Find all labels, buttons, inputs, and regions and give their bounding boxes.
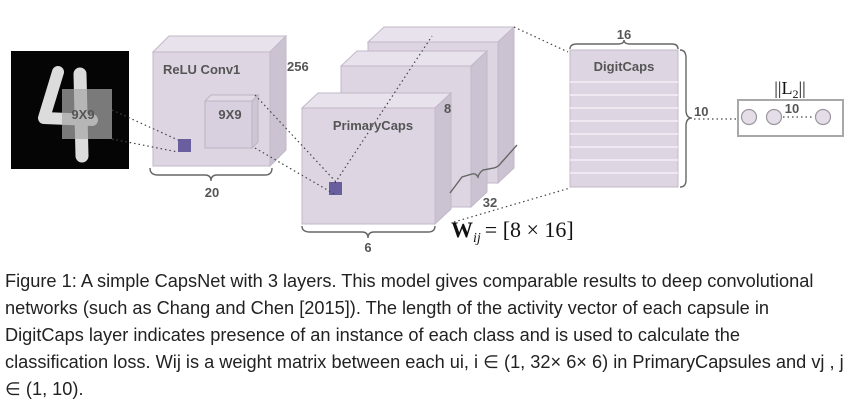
- primarycaps-width: 6: [364, 240, 371, 255]
- primarycaps-depth: 8: [444, 101, 451, 116]
- norm-label: ||L2||: [774, 78, 805, 101]
- digitcaps-name: DigitCaps: [594, 59, 655, 74]
- input-patch: [62, 89, 112, 139]
- figure-caption: Figure 1: A simple CapsNet with 3 layers…: [5, 271, 844, 399]
- input-image: 9X9: [11, 51, 129, 169]
- conv1-layer: ReLU Conv1 9X9 256 20: [149, 34, 309, 200]
- primarycaps-capsule: [329, 182, 342, 195]
- digitcaps-dim: 16: [617, 27, 631, 42]
- conv1-width: 20: [205, 185, 219, 200]
- digitcaps-layer: DigitCaps 16 10: [569, 27, 708, 188]
- input-patch-label: 9X9: [71, 107, 94, 122]
- conv1-depth: 256: [287, 59, 309, 74]
- digitcaps-count: 10: [694, 104, 708, 119]
- capsnet-diagram: 9X9 ReLU Conv1 9X9 256 20 PrimaryCaps 8 …: [11, 25, 844, 255]
- conv1-patch: [178, 139, 191, 152]
- conv1-name: ReLU Conv1: [163, 62, 240, 77]
- primarycaps-layer: PrimaryCaps 8 6 32: [300, 25, 518, 255]
- weight-matrix-label: Wij = [8 × 16]: [451, 217, 574, 246]
- norm-count: 10: [785, 101, 799, 116]
- conv1-kernel-label: 9X9: [218, 107, 241, 122]
- primarycaps-count: 32: [483, 195, 497, 210]
- norm-output: 10 ||L2||: [737, 78, 844, 137]
